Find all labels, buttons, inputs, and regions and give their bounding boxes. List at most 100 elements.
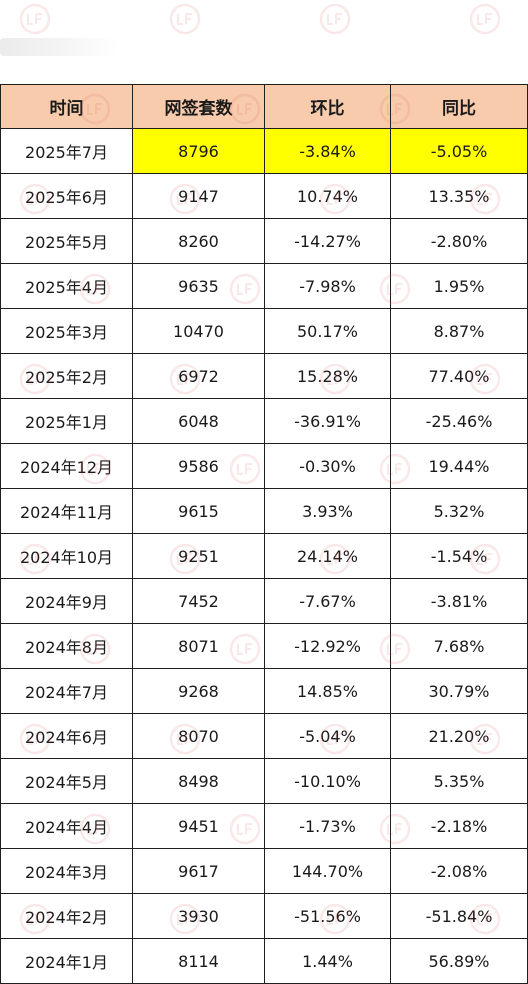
cell-year-on-year: -2.80% <box>390 218 528 264</box>
cell-year-on-year: -1.54% <box>390 533 528 579</box>
cell-year-on-year: 5.35% <box>390 758 528 804</box>
cell-year-on-year: 21.20% <box>390 713 528 759</box>
cell-signing-count: 8114 <box>132 938 265 984</box>
cell-signing-count: 9251 <box>132 533 265 579</box>
table-row: 2025年7月 8796 -3.84% -5.05% <box>0 128 528 174</box>
cell-month-on-month: -36.91% <box>264 398 391 444</box>
table-row: 2024年5月 8498 -10.10% 5.35% <box>0 758 528 804</box>
cell-year-on-year: 13.35% <box>390 173 528 219</box>
cell-signing-count: 9615 <box>132 488 265 534</box>
table-row: 2024年7月 9268 14.85% 30.79% <box>0 668 528 714</box>
cell-month: 2024年12月 <box>0 443 133 489</box>
cell-month-on-month: -51.56% <box>264 893 391 939</box>
cell-signing-count: 8260 <box>132 218 265 264</box>
cell-month: 2024年7月 <box>0 668 133 714</box>
cell-month: 2025年3月 <box>0 308 133 354</box>
cell-signing-count: 9268 <box>132 668 265 714</box>
cell-month: 2024年6月 <box>0 713 133 759</box>
cell-signing-count: 7452 <box>132 578 265 624</box>
table-body: 2025年7月 8796 -3.84% -5.05% 2025年6月 9147 10.74%… <box>0 128 528 984</box>
cell-month: 2024年1月 <box>0 938 133 984</box>
cell-month-on-month: -14.27% <box>264 218 391 264</box>
cell-month-on-month: -7.98% <box>264 263 391 309</box>
cell-year-on-year: 77.40% <box>390 353 528 399</box>
cell-month-on-month: -12.92% <box>264 623 391 669</box>
cell-month-on-month: -1.73% <box>264 803 391 849</box>
table-row: 2025年1月 6048 -36.91% -25.46% <box>0 398 528 444</box>
signing-data-table: 时间 网签套数 环比 同比 2025年7月 8796 -3.84% -5.05% 202… <box>0 84 528 984</box>
table-row: 2024年8月 8071 -12.92% 7.68% <box>0 623 528 669</box>
cell-year-on-year: -25.46% <box>390 398 528 444</box>
cell-signing-count: 9147 <box>132 173 265 219</box>
table-row: 2024年2月 3930 -51.56% -51.84% <box>0 893 528 939</box>
cell-signing-count: 6048 <box>132 398 265 444</box>
table-row: 2024年6月 8070 -5.04% 21.20% <box>0 713 528 759</box>
cell-signing-count: 9451 <box>132 803 265 849</box>
cell-month: 2024年8月 <box>0 623 133 669</box>
cell-month: 2024年5月 <box>0 758 133 804</box>
cell-year-on-year: 56.89% <box>390 938 528 984</box>
cell-month-on-month: -3.84% <box>264 128 391 174</box>
cell-year-on-year: 7.68% <box>390 623 528 669</box>
cell-signing-count: 9617 <box>132 848 265 894</box>
cell-signing-count: 6972 <box>132 353 265 399</box>
cell-month-on-month: 24.14% <box>264 533 391 579</box>
cell-year-on-year: -3.81% <box>390 578 528 624</box>
table-row: 2024年4月 9451 -1.73% -2.18% <box>0 803 528 849</box>
cell-signing-count: 9635 <box>132 263 265 309</box>
cell-month: 2024年9月 <box>0 578 133 624</box>
cell-month: 2025年4月 <box>0 263 133 309</box>
top-blurred-area <box>0 0 528 84</box>
blurred-caption <box>0 38 120 56</box>
table-row: 2024年10月 9251 24.14% -1.54% <box>0 533 528 579</box>
cell-signing-count: 8498 <box>132 758 265 804</box>
table-row: 2025年5月 8260 -14.27% -2.80% <box>0 218 528 264</box>
cell-month-on-month: -10.10% <box>264 758 391 804</box>
cell-year-on-year: -5.05% <box>390 128 528 174</box>
cell-year-on-year: 8.87% <box>390 308 528 354</box>
cell-month-on-month: 10.74% <box>264 173 391 219</box>
table-row: 2025年2月 6972 15.28% 77.40% <box>0 353 528 399</box>
cell-month-on-month: -7.67% <box>264 578 391 624</box>
cell-signing-count: 10470 <box>132 308 265 354</box>
table-row: 2024年3月 9617 144.70% -2.08% <box>0 848 528 894</box>
cell-month: 2025年5月 <box>0 218 133 264</box>
cell-month-on-month: 3.93% <box>264 488 391 534</box>
cell-signing-count: 8796 <box>132 128 265 174</box>
cell-month-on-month: 1.44% <box>264 938 391 984</box>
cell-month: 2024年3月 <box>0 848 133 894</box>
cell-year-on-year: 5.32% <box>390 488 528 534</box>
cell-month: 2024年4月 <box>0 803 133 849</box>
cell-month: 2024年10月 <box>0 533 133 579</box>
cell-month: 2024年2月 <box>0 893 133 939</box>
header-year-on-year: 同比 <box>390 84 528 129</box>
table-row: 2025年6月 9147 10.74% 13.35% <box>0 173 528 219</box>
table-header-row: 时间 网签套数 环比 同比 <box>0 84 528 129</box>
table-row: 2025年4月 9635 -7.98% 1.95% <box>0 263 528 309</box>
cell-month-on-month: 50.17% <box>264 308 391 354</box>
cell-month-on-month: -0.30% <box>264 443 391 489</box>
table-row: 2025年3月 10470 50.17% 8.87% <box>0 308 528 354</box>
cell-year-on-year: -51.84% <box>390 893 528 939</box>
cell-month: 2025年1月 <box>0 398 133 444</box>
table-row: 2024年12月 9586 -0.30% 19.44% <box>0 443 528 489</box>
cell-year-on-year: -2.18% <box>390 803 528 849</box>
cell-month: 2025年6月 <box>0 173 133 219</box>
cell-year-on-year: 30.79% <box>390 668 528 714</box>
cell-signing-count: 8071 <box>132 623 265 669</box>
cell-month: 2025年7月 <box>0 128 133 174</box>
cell-year-on-year: -2.08% <box>390 848 528 894</box>
cell-year-on-year: 19.44% <box>390 443 528 489</box>
table-row: 2024年1月 8114 1.44% 56.89% <box>0 938 528 984</box>
table-row: 2024年11月 9615 3.93% 5.32% <box>0 488 528 534</box>
header-signing-count: 网签套数 <box>132 84 265 129</box>
cell-month: 2025年2月 <box>0 353 133 399</box>
cell-month: 2024年11月 <box>0 488 133 534</box>
header-month-on-month: 环比 <box>264 84 391 129</box>
header-time: 时间 <box>0 84 133 129</box>
cell-signing-count: 8070 <box>132 713 265 759</box>
cell-signing-count: 3930 <box>132 893 265 939</box>
cell-year-on-year: 1.95% <box>390 263 528 309</box>
table-row: 2024年9月 7452 -7.67% -3.81% <box>0 578 528 624</box>
